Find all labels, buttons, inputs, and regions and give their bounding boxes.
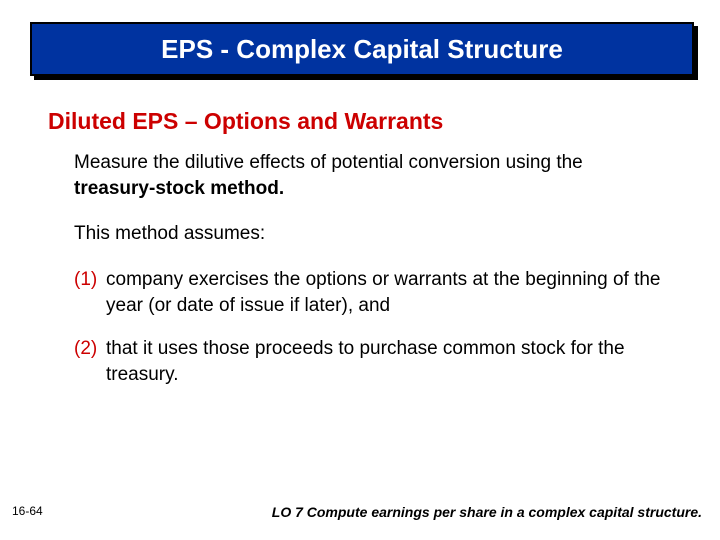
list-item: (1) company exercises the options or war… (74, 267, 664, 318)
subtitle: Diluted EPS – Options and Warrants (48, 108, 443, 135)
intro-prefix: Measure the dilutive effects of potentia… (74, 152, 583, 173)
body-content: Measure the dilutive effects of potentia… (74, 150, 664, 405)
intro-paragraph: Measure the dilutive effects of potentia… (74, 150, 664, 201)
list-item-text: company exercises the options or warrant… (106, 267, 664, 318)
footer-text: LO 7 Compute earnings per share in a com… (272, 504, 702, 520)
list-marker: (1) (74, 267, 106, 318)
list-item-text: that it uses those proceeds to purchase … (106, 336, 664, 387)
page-number: 16-64 (12, 504, 43, 518)
list-item: (2) that it uses those proceeds to purch… (74, 336, 664, 387)
title-text: EPS - Complex Capital Structure (161, 34, 563, 65)
title-banner: EPS - Complex Capital Structure (30, 22, 694, 76)
assumes-label: This method assumes: (74, 221, 664, 247)
slide: EPS - Complex Capital Structure Diluted … (0, 0, 720, 540)
list-marker: (2) (74, 336, 106, 387)
intro-bold: treasury-stock method. (74, 178, 284, 199)
